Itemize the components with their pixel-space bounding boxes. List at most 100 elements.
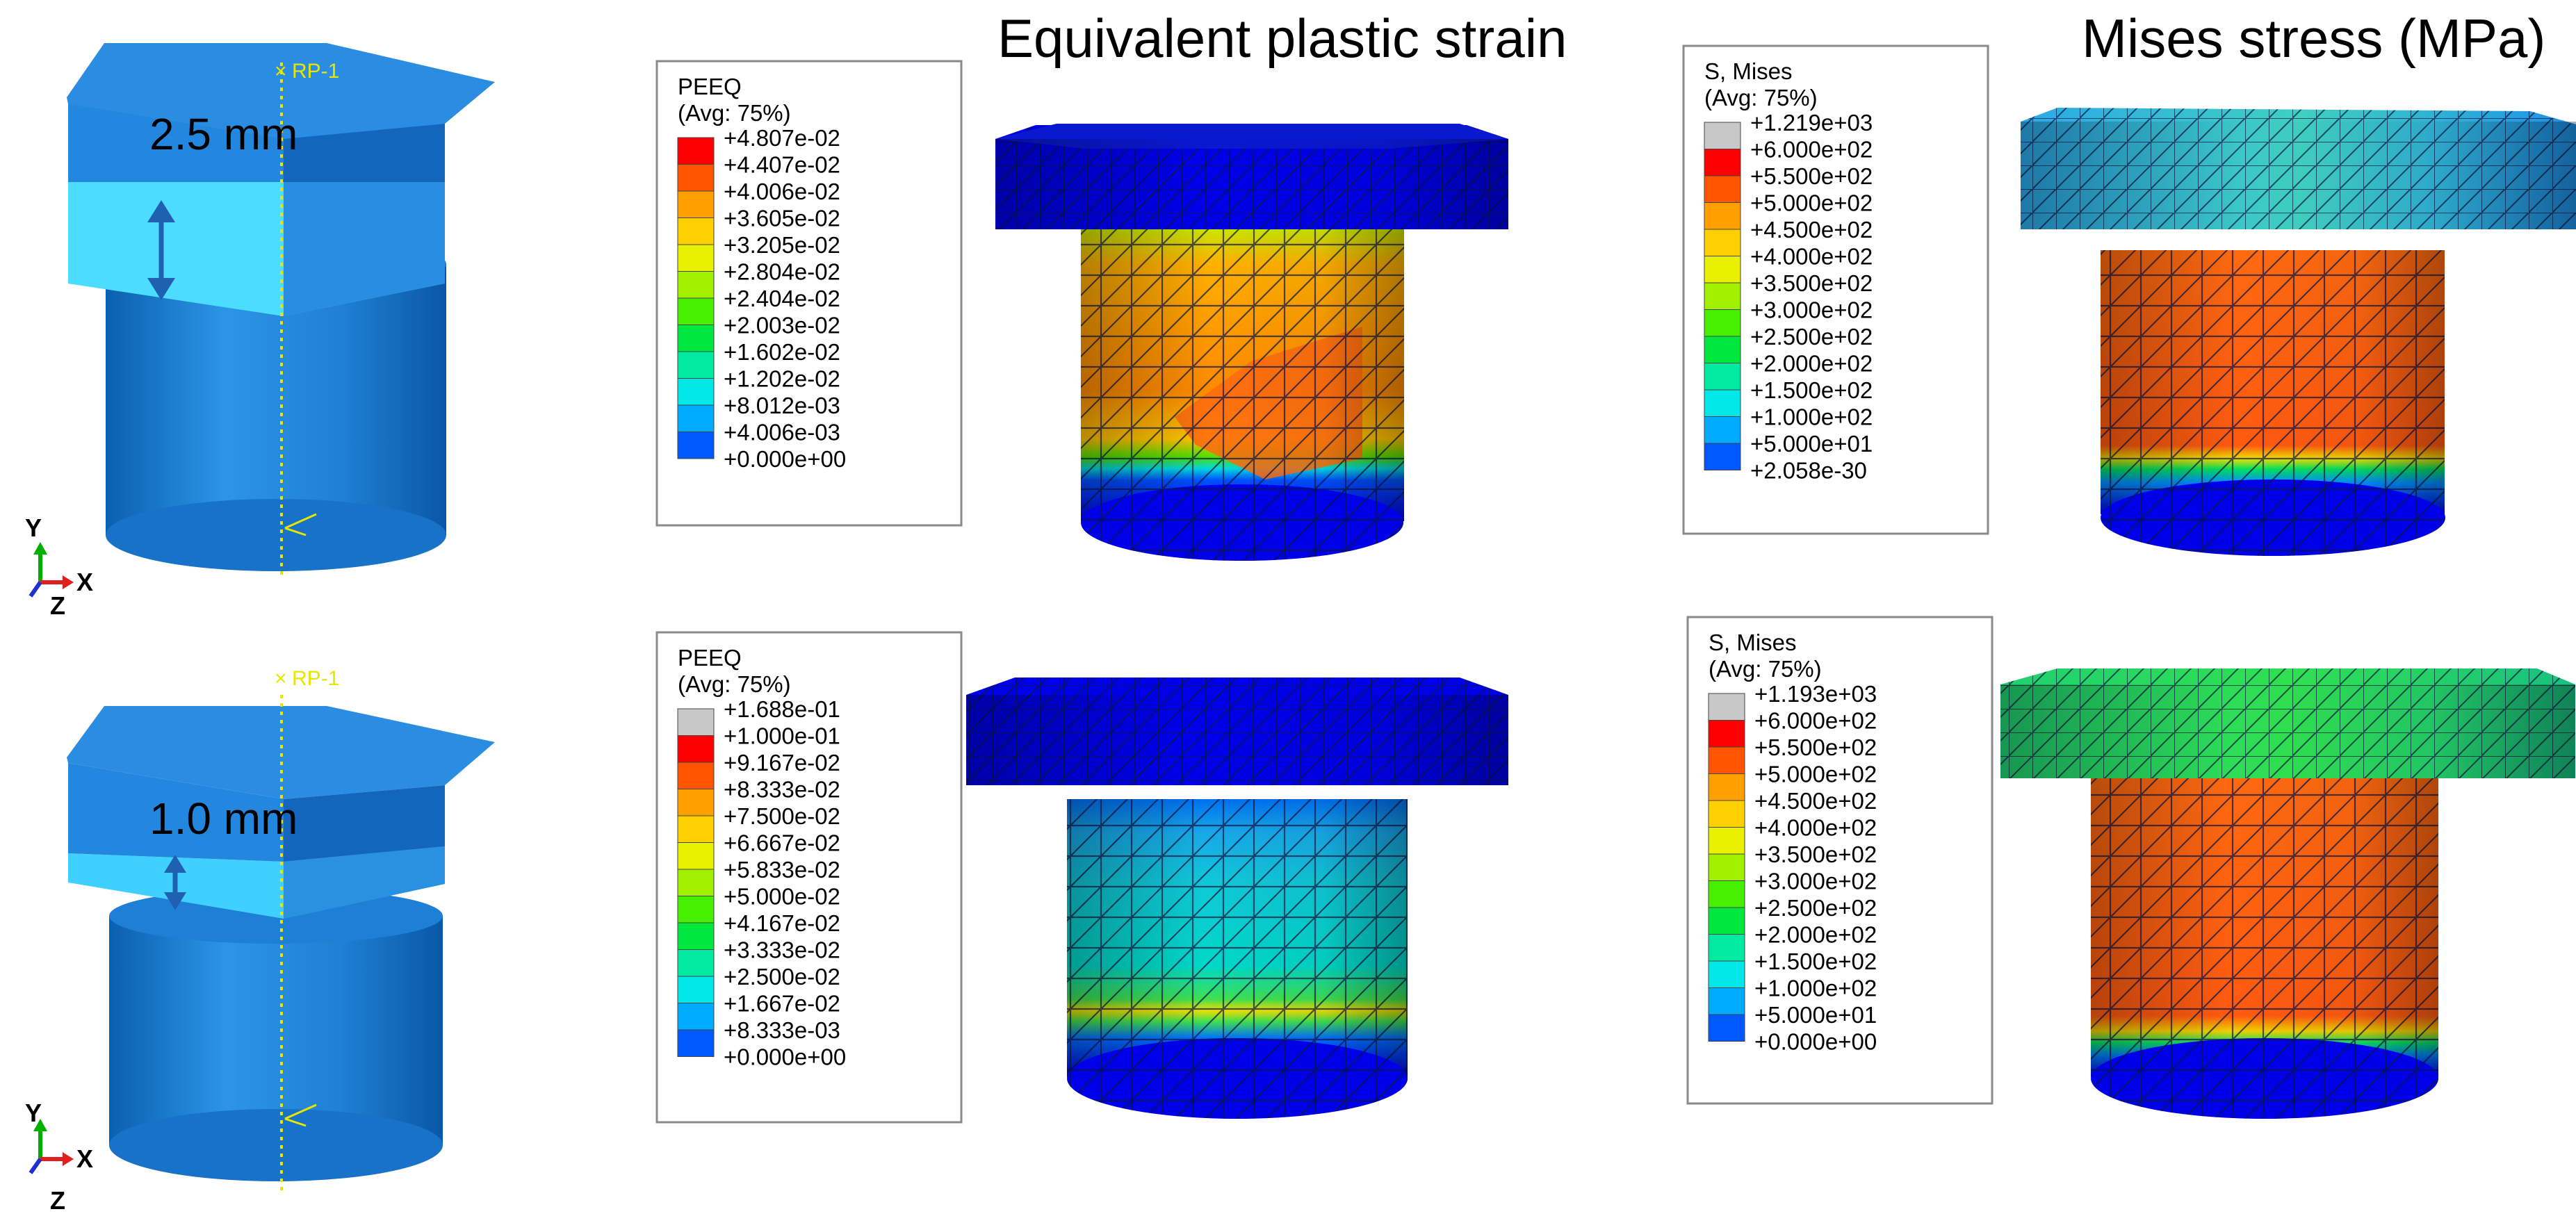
legend-swatch bbox=[677, 137, 715, 165]
peeq-legend: PEEQ(Avg: 75%)+1.688e-01+1.000e-01+9.167… bbox=[655, 631, 963, 1124]
legend-value: +1.000e-01 bbox=[724, 723, 840, 749]
legend-title: PEEQ bbox=[678, 74, 742, 99]
legend-value: +3.205e-02 bbox=[724, 232, 840, 258]
legend-swatch bbox=[677, 217, 715, 245]
legend-value: +2.404e-02 bbox=[724, 286, 840, 311]
legend-value: +9.167e-02 bbox=[724, 750, 840, 775]
legend-swatch bbox=[677, 351, 715, 379]
thickness-label: 2.5 mm bbox=[149, 109, 297, 159]
legend-swatch bbox=[1704, 229, 1741, 256]
legend-value: +4.500e+02 bbox=[1754, 788, 1877, 814]
legend-value: +2.000e+02 bbox=[1754, 922, 1877, 948]
legend-swatch bbox=[677, 842, 715, 870]
legend-value: +2.000e+02 bbox=[1750, 351, 1873, 377]
legend-swatch bbox=[677, 896, 715, 924]
legend-title: S, Mises bbox=[1709, 630, 1797, 655]
legend-value: +4.167e-02 bbox=[724, 910, 840, 936]
peeq-legend: PEEQ(Avg: 75%)+4.807e-02+4.407e-02+4.006… bbox=[655, 60, 963, 527]
legend-swatch bbox=[1708, 800, 1745, 828]
legend-value: +2.500e+02 bbox=[1754, 895, 1877, 921]
legend-value: +1.000e+02 bbox=[1754, 976, 1877, 1001]
legend-swatch bbox=[677, 404, 715, 432]
legend-swatch bbox=[1708, 1014, 1745, 1042]
legend-value: +3.000e+02 bbox=[1750, 297, 1873, 323]
axis-z-label: Z bbox=[50, 591, 65, 620]
legend-value: +1.219e+03 bbox=[1750, 110, 1873, 136]
legend-subtitle: (Avg: 75%) bbox=[1709, 656, 1822, 682]
legend-swatch bbox=[1708, 746, 1745, 774]
legend-swatch bbox=[1708, 827, 1745, 855]
mises-legend: S, Mises(Avg: 75%)+1.193e+03+6.000e+02+5… bbox=[1686, 616, 1994, 1105]
axis-y-label: Y bbox=[25, 514, 42, 542]
legend-swatch bbox=[1704, 443, 1741, 470]
legend-value: +1.500e+02 bbox=[1750, 377, 1873, 403]
legend-value: +1.202e-02 bbox=[724, 366, 840, 392]
legend-value: +4.006e-03 bbox=[724, 420, 840, 445]
legend-swatch bbox=[677, 708, 715, 736]
legend-subtitle: (Avg: 75%) bbox=[1704, 85, 1818, 110]
legend-swatch bbox=[1708, 773, 1745, 801]
legend-value: +2.058e-30 bbox=[1750, 458, 1867, 484]
legend-value: +4.000e+02 bbox=[1754, 815, 1877, 841]
legend-value: +2.500e-02 bbox=[724, 964, 840, 990]
legend-value: +8.333e-02 bbox=[724, 777, 840, 803]
legend-swatch bbox=[1708, 853, 1745, 881]
legend-value: +5.500e+02 bbox=[1750, 163, 1873, 189]
legend-value: +3.500e+02 bbox=[1750, 270, 1873, 296]
legend-swatch bbox=[1704, 336, 1741, 363]
legend-value: +0.000e+00 bbox=[724, 1044, 846, 1070]
legend-value: +4.006e-02 bbox=[724, 179, 840, 204]
model-view-row2 bbox=[67, 695, 495, 1195]
legend-swatch bbox=[1704, 282, 1741, 310]
legend-swatch bbox=[677, 949, 715, 977]
legend-value: +5.000e+02 bbox=[1754, 762, 1877, 787]
legend-swatch bbox=[677, 869, 715, 896]
axis-y-label: Y bbox=[25, 1099, 42, 1127]
thickness-label: 1.0 mm bbox=[149, 794, 297, 844]
legend-swatch bbox=[1704, 363, 1741, 391]
legend-value: +1.688e-01 bbox=[724, 696, 840, 722]
legend-value: +5.833e-02 bbox=[724, 857, 840, 883]
mises-legend: S, Mises(Avg: 75%)+1.219e+03+6.000e+02+5… bbox=[1682, 44, 1989, 535]
legend-swatch bbox=[677, 815, 715, 843]
legend-value: +3.333e-02 bbox=[724, 937, 840, 963]
legend-swatch bbox=[677, 190, 715, 218]
legend-swatch bbox=[1704, 256, 1741, 284]
legend-swatch bbox=[677, 325, 715, 352]
rp-label: RP-1 bbox=[292, 667, 339, 690]
legend-swatch bbox=[677, 1029, 715, 1057]
legend-subtitle: (Avg: 75%) bbox=[678, 100, 791, 126]
rp-marker-icon: × bbox=[275, 60, 287, 83]
legend-swatch bbox=[1704, 122, 1741, 149]
legend-value: +0.000e+00 bbox=[724, 446, 846, 472]
legend-value: +3.605e-02 bbox=[724, 206, 840, 231]
legend-value: +7.500e-02 bbox=[724, 803, 840, 829]
legend-swatch bbox=[1704, 389, 1741, 417]
legend-swatch bbox=[677, 164, 715, 192]
axis-x-label: X bbox=[76, 1144, 93, 1173]
legend-value: +4.807e-02 bbox=[724, 125, 840, 151]
legend-value: +8.012e-03 bbox=[724, 393, 840, 418]
legend-value: +2.500e+02 bbox=[1750, 324, 1873, 350]
legend-value: +1.500e+02 bbox=[1754, 949, 1877, 974]
legend-swatch bbox=[677, 432, 715, 459]
strain-title: Equivalent plastic strain bbox=[997, 8, 1567, 69]
axis-triad-row2 bbox=[28, 1119, 74, 1174]
peeq-contour-row2 bbox=[966, 678, 1508, 1119]
legend-value: +4.000e+02 bbox=[1750, 244, 1873, 270]
peeq-contour-row1 bbox=[995, 124, 1508, 561]
legend-swatch bbox=[677, 762, 715, 789]
legend-value: +5.500e+02 bbox=[1754, 734, 1877, 760]
axis-z-label: Z bbox=[50, 1186, 65, 1215]
axis-x-label: X bbox=[76, 568, 93, 596]
legend-swatch bbox=[1708, 934, 1745, 962]
legend-swatch bbox=[677, 244, 715, 272]
legend-title: S, Mises bbox=[1704, 58, 1793, 84]
model-view-row1 bbox=[67, 43, 495, 577]
legend-value: +1.602e-02 bbox=[724, 339, 840, 365]
legend-swatch bbox=[1704, 309, 1741, 337]
legend-swatch bbox=[677, 976, 715, 1003]
legend-swatch bbox=[1704, 416, 1741, 444]
legend-value: +0.000e+00 bbox=[1754, 1029, 1877, 1055]
legend-value: +8.333e-03 bbox=[724, 1017, 840, 1043]
